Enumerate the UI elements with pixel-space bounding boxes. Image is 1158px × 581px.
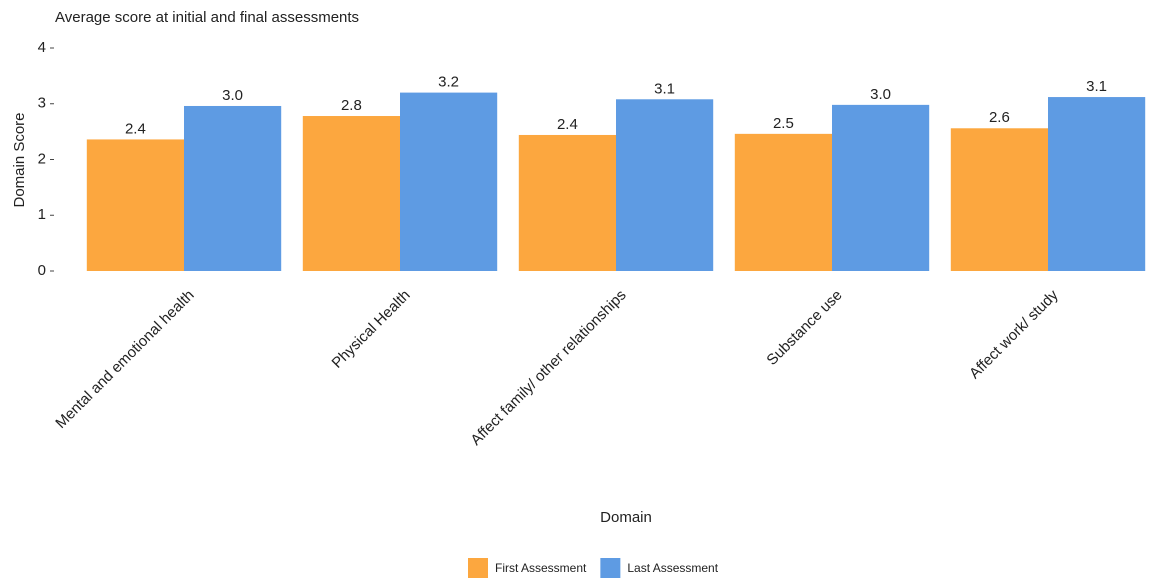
y-tick-label: 3 (38, 95, 46, 112)
value-label: 3.0 (222, 87, 243, 104)
legend-swatch (600, 558, 621, 578)
x-tick-label: Affect work/ study (966, 286, 1062, 382)
x-tick-label: Affect family/ other relationships (467, 287, 629, 449)
value-label: 3.0 (870, 86, 891, 103)
value-label: 2.8 (341, 97, 362, 114)
bar (518, 134, 616, 271)
value-label: 3.2 (438, 74, 459, 91)
x-axis-title: Domain (600, 509, 652, 526)
bar (400, 92, 498, 271)
bar (832, 104, 930, 272)
bar (184, 105, 282, 271)
chart-title: Average score at initial and final asses… (55, 9, 359, 26)
value-label: 3.1 (654, 80, 675, 97)
x-tick-label: Mental and emotional health (52, 287, 197, 432)
y-tick-label: 4 (38, 39, 46, 56)
y-axis-title: Domain Score (11, 112, 28, 207)
legend-label: First Assessment (495, 561, 587, 575)
bar (1048, 97, 1146, 271)
bar (734, 133, 832, 271)
value-label: 3.1 (1086, 78, 1107, 95)
legend-label: Last Assessment (627, 561, 718, 575)
bar (302, 116, 400, 271)
y-tick-label: 1 (38, 206, 46, 223)
value-label: 2.4 (557, 116, 578, 133)
bar (86, 139, 184, 271)
bar (950, 128, 1048, 271)
x-tick-label: Substance use (763, 287, 845, 369)
legend-swatch (468, 558, 488, 578)
value-label: 2.5 (773, 115, 794, 132)
bar (616, 99, 714, 271)
x-tick-label: Physical Health (329, 287, 414, 372)
y-tick-label: 0 (38, 262, 46, 279)
value-label: 2.6 (989, 109, 1010, 126)
value-label: 2.4 (125, 120, 146, 137)
y-tick-label: 2 (38, 150, 46, 167)
